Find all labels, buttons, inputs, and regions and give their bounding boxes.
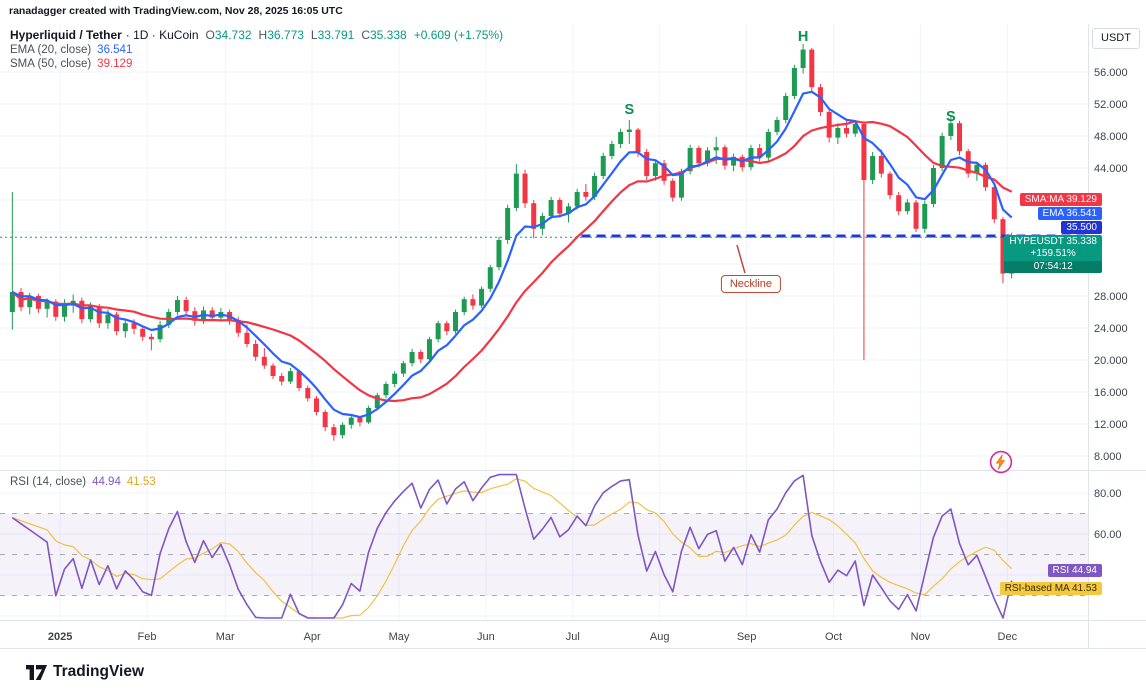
rsi-line <box>11 473 1013 619</box>
svg-text:12.000: 12.000 <box>1094 419 1128 431</box>
svg-text:Jun: Jun <box>477 631 495 643</box>
sma-legend-row[interactable]: SMA (50, close) 39.129 <box>10 58 503 70</box>
time-axis-labels: 2025 Feb Mar Apr May Jun Jul Aug Sep Oct Nov Dec <box>48 631 1018 643</box>
attribution-text: ranadagger created with TradingView.com,… <box>9 5 343 17</box>
change-value: +0.609 (+1.75%) <box>413 28 504 42</box>
svg-text:24.000: 24.000 <box>1094 323 1128 335</box>
svg-text:Dec: Dec <box>998 631 1018 643</box>
rsi-ma-tag: RSI-based MA 41.53 <box>999 582 1102 595</box>
svg-text:80.00: 80.00 <box>1094 488 1122 500</box>
last-price-row: HYPEUSDT 35.338 <box>1009 236 1097 247</box>
lightning-boost-icon[interactable] <box>989 450 1013 474</box>
last-price-tag: HYPEUSDT 35.338 +159.51% 07:54:12 <box>1004 235 1102 273</box>
rsi-ma-value: 41.53 <box>126 476 156 488</box>
svg-text:Feb: Feb <box>138 631 157 643</box>
sma-tag-value: 39.129 <box>1066 194 1097 205</box>
svg-text:44.000: 44.000 <box>1094 163 1128 175</box>
close-label: C <box>361 28 370 42</box>
ema-price-tag: EMA 36.541 <box>1037 207 1102 220</box>
svg-text:28.000: 28.000 <box>1094 291 1128 303</box>
svg-text:Sep: Sep <box>737 631 757 643</box>
rsi-ma-line <box>12 478 1013 619</box>
rsi-legend-row[interactable]: RSI (14, close) 44.94 41.53 <box>10 476 156 488</box>
tradingview-brand-text: TradingView <box>53 663 145 680</box>
sma-line <box>11 120 1013 403</box>
ema-legend-row[interactable]: EMA (20, close) 36.541 <box>10 44 503 56</box>
symbol-legend-row[interactable]: Hyperliquid / Tether · 1D · KuCoin O34.732… <box>10 28 503 42</box>
tradingview-logo[interactable]: TradingView <box>26 663 144 681</box>
low-value: 33.791 <box>317 28 355 42</box>
left-shoulder-label[interactable]: S <box>624 101 635 118</box>
right-shoulder-label[interactable]: S <box>945 108 956 125</box>
svg-text:52.000: 52.000 <box>1094 99 1128 111</box>
rsi-tag: RSI 44.94 <box>1047 564 1102 577</box>
currency-toggle[interactable]: USDT <box>1092 28 1140 49</box>
ema-tag-value: 36.541 <box>1066 208 1097 219</box>
grid-lines <box>0 24 1088 620</box>
svg-text:60.00: 60.00 <box>1094 529 1122 541</box>
bar-countdown: 07:54:12 <box>1004 261 1102 273</box>
ema-value: 36.541 <box>97 44 133 56</box>
open-value: 34.732 <box>214 28 252 42</box>
svg-text:May: May <box>389 631 410 643</box>
svg-text:Apr: Apr <box>304 631 321 643</box>
symbol-title[interactable]: Hyperliquid / Tether <box>10 28 122 42</box>
sma-tag-label: SMA:MA <box>1024 194 1064 205</box>
pane-separators <box>0 24 1146 649</box>
svg-text:48.000: 48.000 <box>1094 131 1128 143</box>
ema-line <box>11 90 1013 419</box>
ema-tag-label: EMA <box>1042 208 1064 219</box>
sma-value: 39.129 <box>97 58 133 70</box>
chart-legend: Hyperliquid / Tether · 1D · KuCoin O34.732… <box>10 28 503 72</box>
high-label: H <box>258 28 268 42</box>
svg-text:Aug: Aug <box>650 631 670 643</box>
svg-text:Oct: Oct <box>825 631 842 643</box>
rsi-label: RSI (14, close) <box>10 476 87 488</box>
last-change-row: +159.51% <box>1030 248 1076 259</box>
symbol-meta: · 1D · KuCoin <box>125 28 199 42</box>
svg-text:Jul: Jul <box>566 631 580 643</box>
open-label: O <box>205 28 215 42</box>
high-value: 36.773 <box>267 28 304 42</box>
rsi-value: 44.94 <box>92 476 121 488</box>
ema-label: EMA (20, close) <box>10 44 92 56</box>
svg-text:Nov: Nov <box>911 631 931 643</box>
svg-text:56.000: 56.000 <box>1094 67 1128 79</box>
svg-text:20.000: 20.000 <box>1094 355 1128 367</box>
svg-text:2025: 2025 <box>48 631 72 643</box>
low-label: L <box>310 28 318 42</box>
svg-text:16.000: 16.000 <box>1094 387 1128 399</box>
tradingview-mark-icon <box>26 664 47 680</box>
neckline-price-tag: 35.500 <box>1061 221 1102 234</box>
neckline-callout[interactable]: Neckline <box>720 275 782 293</box>
callout-pointer <box>736 244 746 274</box>
footer: TradingView <box>0 652 1146 699</box>
sma-price-tag: SMA:MA 39.129 <box>1019 193 1102 206</box>
sma-label: SMA (50, close) <box>10 58 92 70</box>
svg-text:8.000: 8.000 <box>1094 451 1122 463</box>
price-axis-labels: 56.000 52.000 48.000 44.000 28.000 24.000 20.0… <box>1094 67 1128 541</box>
svg-text:Mar: Mar <box>216 631 235 643</box>
head-label[interactable]: H <box>797 28 809 45</box>
close-value: 35.338 <box>369 28 407 42</box>
